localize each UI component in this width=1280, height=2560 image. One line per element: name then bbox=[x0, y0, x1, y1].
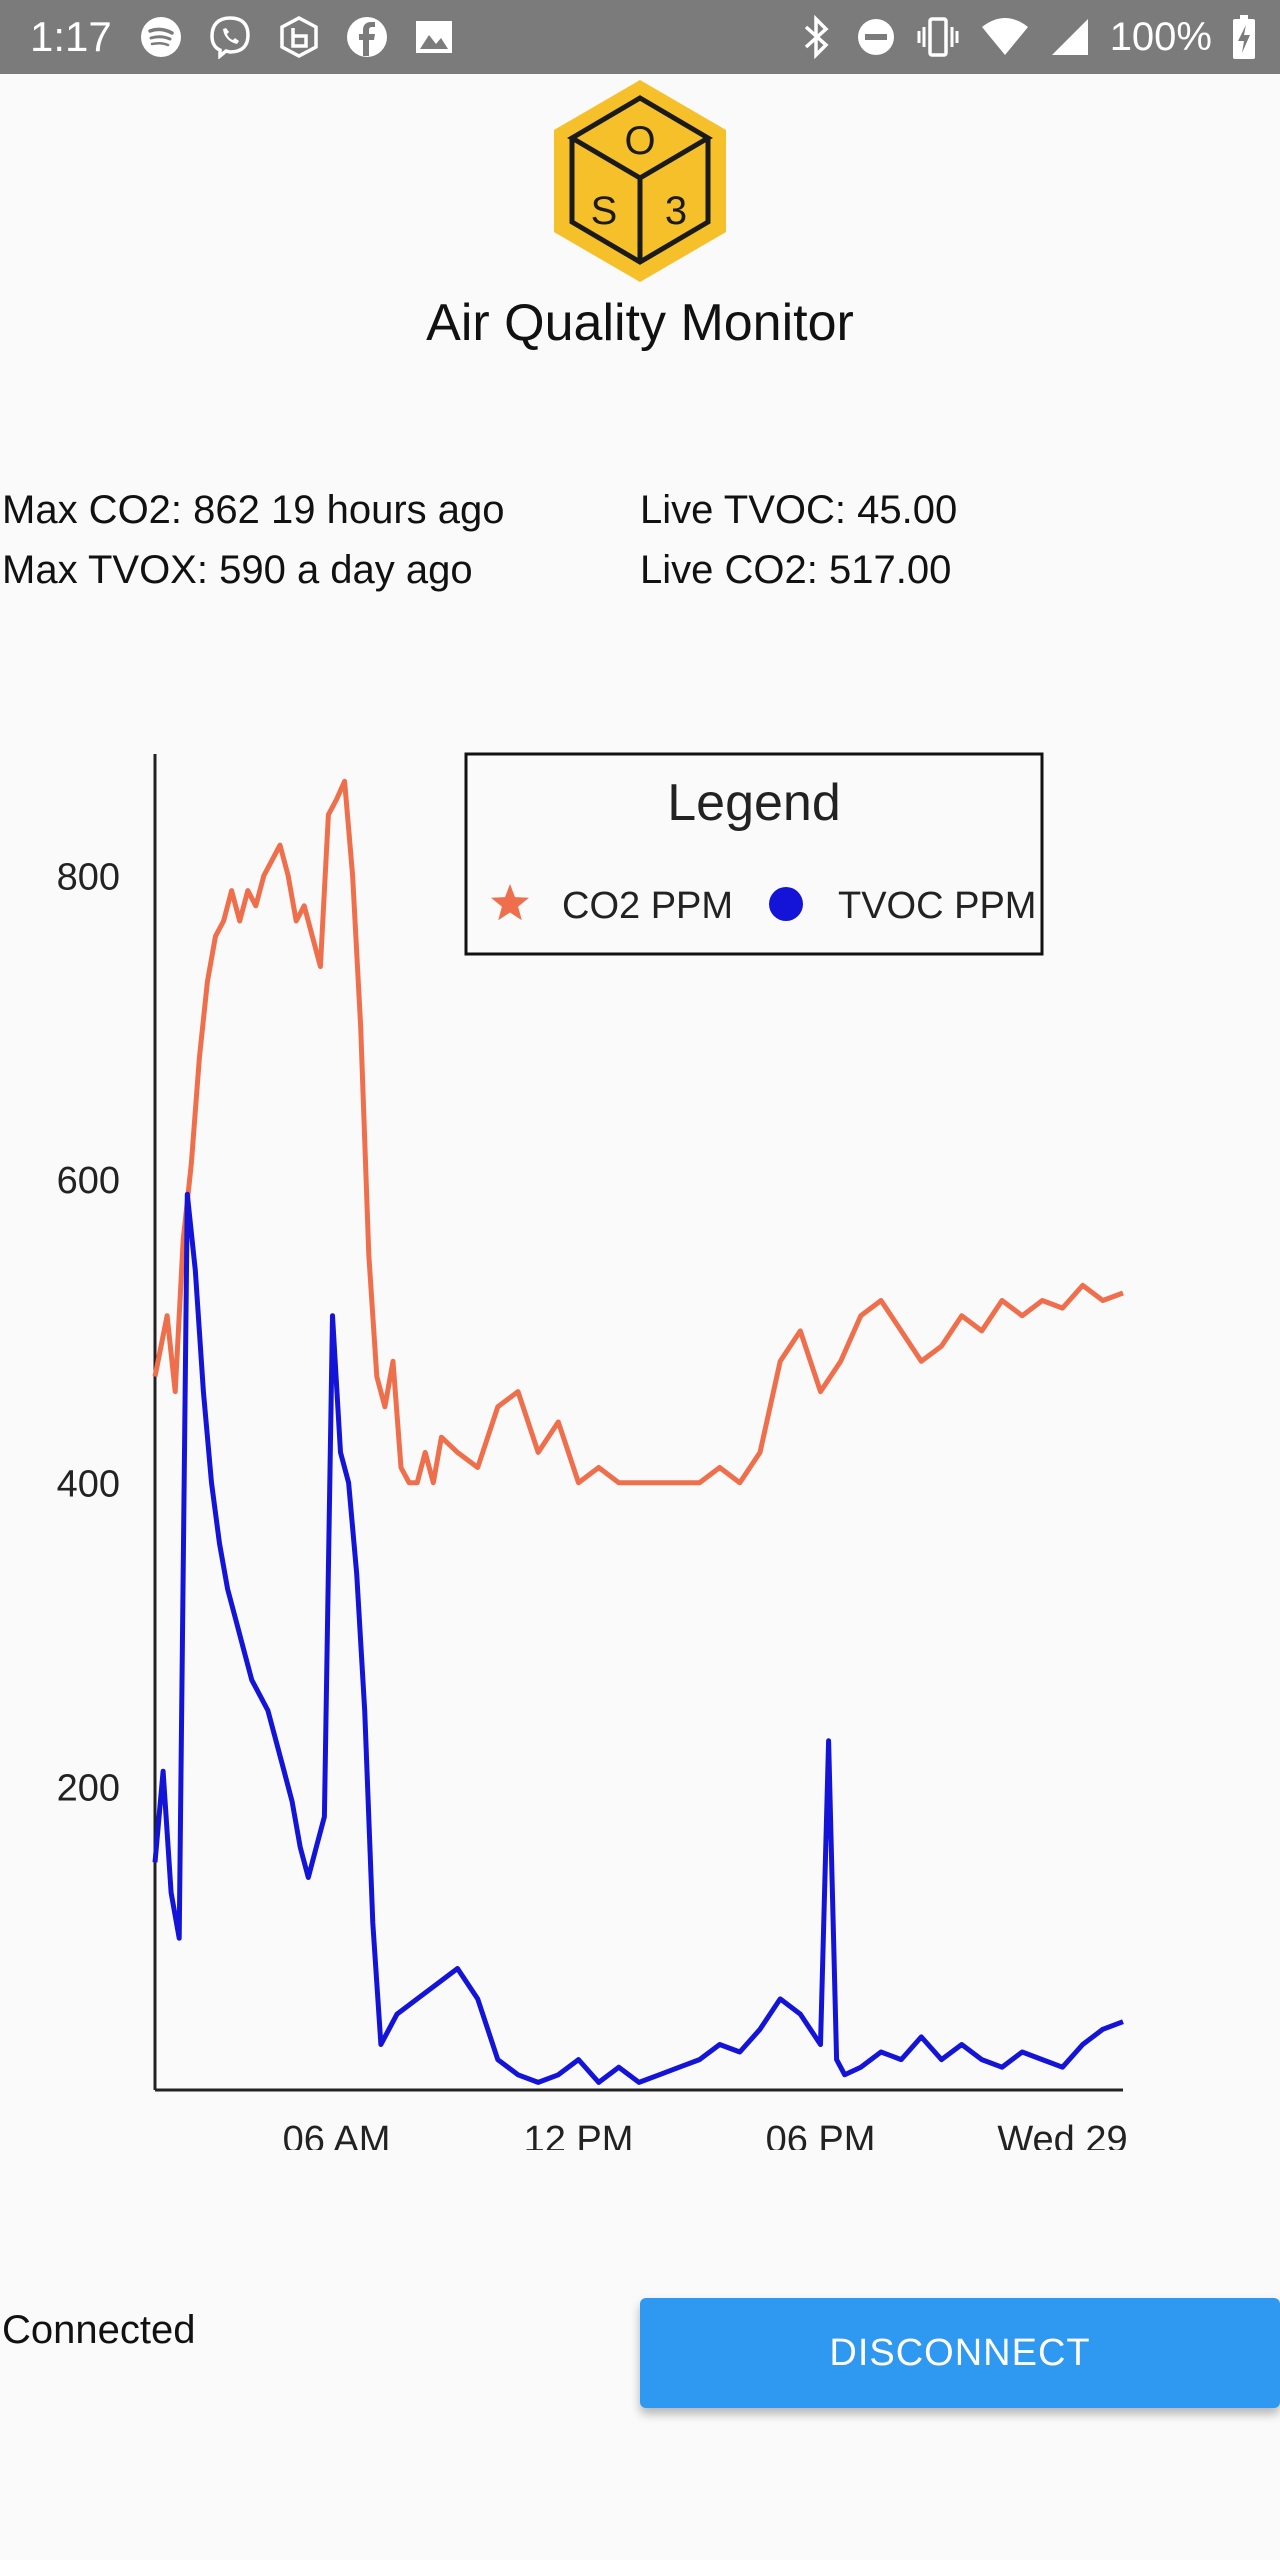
status-bar: 1:17 bbox=[0, 0, 1280, 74]
legend-circle-marker bbox=[769, 887, 803, 921]
logo-letter-left: S bbox=[591, 189, 618, 233]
x-tick-label-0: 06 AM bbox=[283, 2119, 391, 2150]
live-tvoc-text: Live TVOC: 45.00 bbox=[640, 488, 958, 532]
system-icons: 100% bbox=[800, 14, 1256, 60]
notification-icons bbox=[140, 16, 454, 59]
air-quality-chart: 200 400 600 800 06 AM 12 PM 06 PM Wed 29 Legend C… bbox=[57, 752, 1128, 2150]
series-line-tvoc bbox=[152, 1191, 1124, 2085]
battery-percent: 100% bbox=[1109, 15, 1212, 59]
cell-signal-icon bbox=[1051, 19, 1088, 55]
live-co2-text: Live CO2: 517.00 bbox=[640, 548, 952, 592]
legend-box bbox=[464, 752, 1044, 956]
y-tick-label-400: 400 bbox=[57, 1464, 120, 1506]
legend-label-tvoc: TVOC PPM bbox=[838, 885, 1036, 927]
disconnect-button[interactable]: DISCONNECT bbox=[640, 2298, 1280, 2408]
x-tick-label-2: 06 PM bbox=[766, 2119, 876, 2150]
app-title: Air Quality Monitor bbox=[426, 294, 854, 352]
x-tick-label-1: 12 PM bbox=[524, 2119, 634, 2150]
max-co2-text: Max CO2: 862 19 hours ago bbox=[2, 488, 505, 532]
y-tick-label-200: 200 bbox=[57, 1767, 120, 1809]
y-tick-label-600: 600 bbox=[57, 1160, 120, 1202]
y-tick-label-800: 800 bbox=[57, 856, 120, 898]
logo-letter-top: O bbox=[624, 119, 655, 163]
max-tvox-text: Max TVOX: 590 a day ago bbox=[2, 548, 473, 592]
vibrate-icon bbox=[917, 17, 959, 57]
max-stats: Max CO2: 862 19 hours ago Max TVOX: 590 … bbox=[2, 480, 505, 600]
gallery-icon bbox=[416, 21, 452, 53]
logo-letter-right: 3 bbox=[665, 189, 687, 233]
facebook-icon bbox=[347, 17, 387, 57]
x-tick-label-3: Wed 29 bbox=[997, 2119, 1127, 2150]
legend-star-marker bbox=[491, 884, 529, 921]
bluetooth-icon bbox=[804, 15, 829, 59]
instant-apps-icon bbox=[280, 16, 318, 58]
legend-title: Legend bbox=[667, 774, 841, 832]
connection-status: Connected bbox=[2, 2308, 196, 2352]
do-not-disturb-icon bbox=[857, 19, 894, 55]
battery-icon bbox=[1233, 15, 1255, 59]
status-time: 1:17 bbox=[30, 13, 112, 60]
viber-icon bbox=[210, 16, 250, 59]
app-logo: O S 3 bbox=[554, 80, 726, 282]
legend-label-co2: CO2 PPM bbox=[562, 885, 733, 927]
wifi-icon bbox=[981, 18, 1028, 55]
series-line-co2 bbox=[152, 778, 1124, 1486]
spotify-icon bbox=[141, 17, 181, 57]
live-stats: Live TVOC: 45.00 Live CO2: 517.00 bbox=[640, 480, 957, 600]
